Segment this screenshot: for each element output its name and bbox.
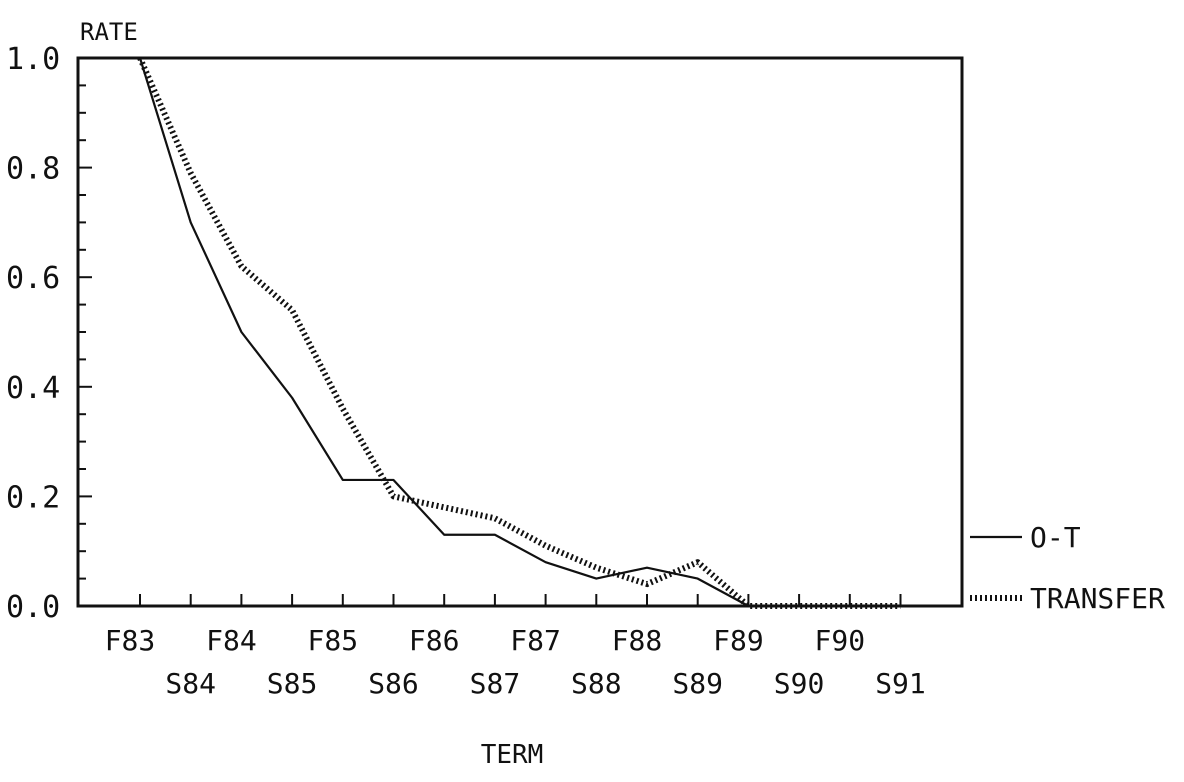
y-tick-label: 0.4 — [6, 371, 60, 406]
y-axis-title: RATE — [80, 18, 138, 46]
series-line-transfer — [137, 56, 901, 609]
y-tick-label: 0.6 — [6, 261, 60, 296]
x-tick-label: S86 — [368, 667, 419, 700]
x-tick-label: S90 — [774, 667, 825, 700]
x-axis-title: TERM — [481, 740, 544, 770]
x-tick-label: S85 — [267, 667, 318, 700]
legend-label: O-T — [1030, 521, 1081, 554]
x-tick-label: F87 — [510, 624, 561, 657]
y-tick-label: 0.0 — [6, 590, 60, 625]
x-tick-label: S91 — [875, 667, 926, 700]
legend-label: TRANSFER — [1030, 582, 1165, 615]
x-tick-label: F89 — [713, 624, 764, 657]
plot-border — [76, 56, 964, 608]
x-tick-label: F90 — [815, 624, 866, 657]
x-tick-label: S89 — [672, 667, 723, 700]
x-tick-label: S84 — [165, 667, 216, 700]
x-tick-label: F84 — [206, 624, 257, 657]
y-tick-label: 0.2 — [6, 480, 60, 515]
series-line-o-t — [138, 57, 901, 608]
plot-frame — [76, 56, 964, 608]
x-tick-label: F83 — [105, 624, 156, 657]
y-tick-label: 0.8 — [6, 152, 60, 187]
x-tick-label: F88 — [612, 624, 663, 657]
x-tick-label: F85 — [308, 624, 359, 657]
x-tick-label: S87 — [470, 667, 521, 700]
x-axis: F83 S84 F84 S85 F85 S86 F86 S87 F87 S88 F88 S89 F89 S… — [105, 594, 926, 700]
y-axis: 0.0 0.2 0.4 0.6 0.8 1.0 — [6, 42, 92, 625]
legend: O-T TRANSFER — [970, 521, 1165, 615]
x-tick-label: S88 — [571, 667, 622, 700]
x-tick-label: F86 — [409, 624, 460, 657]
y-tick-label: 1.0 — [6, 42, 60, 77]
series-layer — [137, 56, 901, 609]
